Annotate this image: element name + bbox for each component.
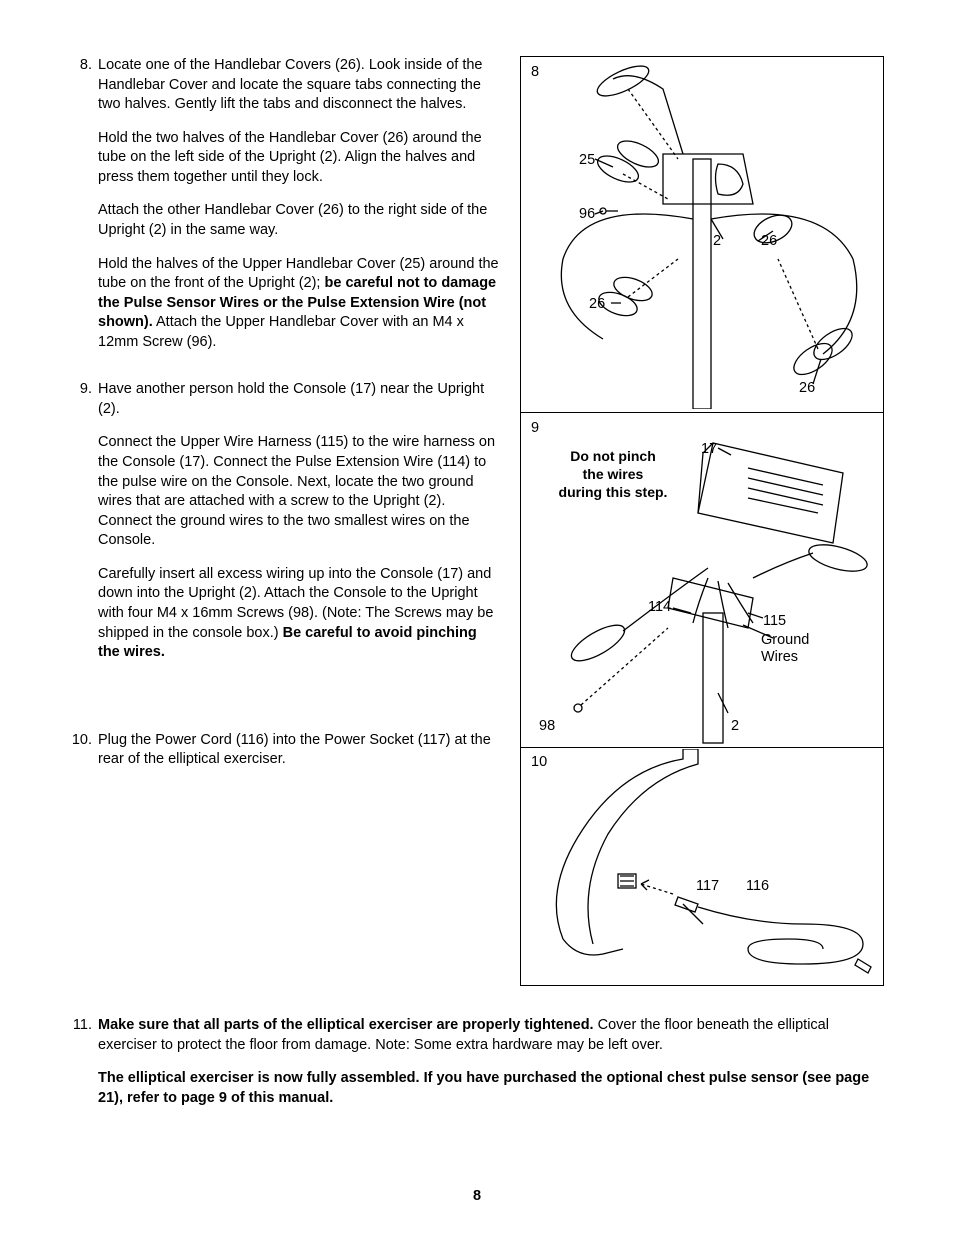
paragraph: Carefully insert all excess wiring up in… [98, 565, 500, 663]
step-10: 10. Plug the Power Cord (116) into the P… [70, 731, 500, 770]
diagram-10-svg [523, 749, 883, 985]
step-number: 8. [70, 56, 98, 352]
callout-98: 98 [539, 717, 555, 737]
paragraph: Attach the other Handlebar Cover (26) to… [98, 201, 500, 240]
callout-2: 2 [731, 717, 739, 737]
step-body: Plug the Power Cord (116) into the Power… [98, 731, 500, 770]
callout-25: 25 [579, 151, 595, 171]
callout-115: 115 [763, 612, 786, 632]
step-body: Have another person hold the Console (17… [98, 380, 500, 662]
step-9: 9. Have another person hold the Console … [70, 380, 500, 662]
callout-26: 26 [589, 295, 605, 315]
page-number: 8 [0, 1187, 954, 1207]
callout-116: 116 [746, 877, 769, 897]
step-number: 11. [70, 1016, 98, 1108]
step-8: 8. Locate one of the Handlebar Covers (2… [70, 56, 500, 352]
diagram-9-svg [523, 413, 883, 748]
paragraph: Have another person hold the Console (17… [98, 380, 500, 419]
callout-17: 17 [701, 440, 717, 460]
callout-117: 117 [696, 877, 719, 897]
callout-26: 26 [761, 232, 777, 252]
callout-ground-wires: Ground Wires [761, 632, 809, 667]
paragraph: Make sure that all parts of the elliptic… [98, 1016, 884, 1055]
step-body: Locate one of the Handlebar Covers (26).… [98, 56, 500, 352]
paragraph: Plug the Power Cord (116) into the Power… [98, 731, 500, 770]
paragraph: Hold the two halves of the Handlebar Cov… [98, 129, 500, 188]
paragraph: Hold the halves of the Upper Handlebar C… [98, 255, 500, 353]
callout-114: 114 [648, 598, 671, 618]
step-body: Make sure that all parts of the elliptic… [98, 1016, 884, 1108]
paragraph: Locate one of the Handlebar Covers (26).… [98, 56, 500, 115]
callout-26: 26 [799, 379, 815, 399]
step-11: 11. Make sure that all parts of the elli… [70, 1016, 884, 1108]
step-number: 10. [70, 731, 98, 770]
instruction-text-column: 8. Locate one of the Handlebar Covers (2… [70, 56, 500, 986]
diagram-8-svg [523, 59, 883, 409]
paragraph: Connect the Upper Wire Harness (115) to … [98, 433, 500, 550]
callout-2: 2 [713, 232, 721, 252]
diagram-column: 8 [520, 56, 884, 986]
step-number: 9. [70, 380, 98, 662]
callout-96: 96 [579, 205, 595, 225]
paragraph: The elliptical exerciser is now fully as… [98, 1069, 884, 1108]
